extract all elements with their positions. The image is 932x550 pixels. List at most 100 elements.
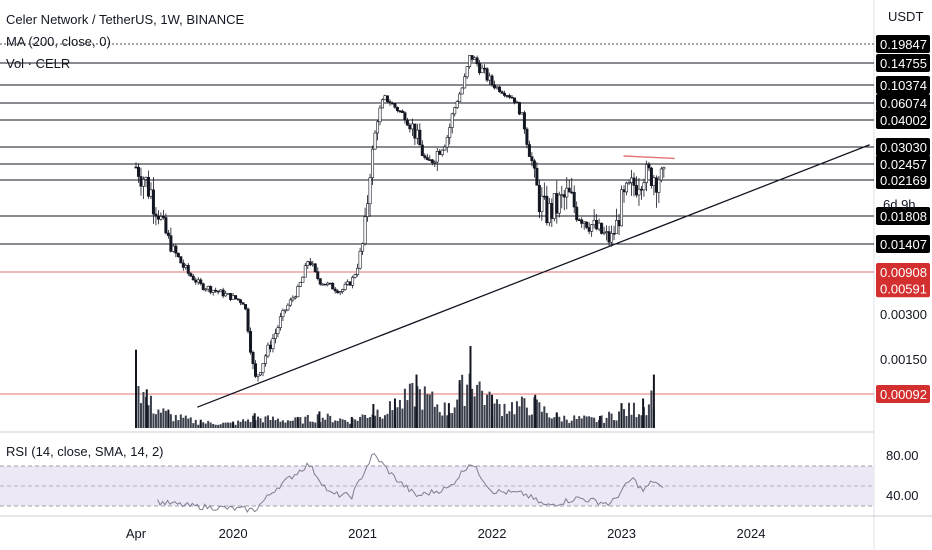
price-label-text: 0.19847: [880, 37, 927, 52]
volume-bar: [194, 419, 197, 428]
volume-bar: [588, 416, 591, 428]
price-label-text: 0.00591: [880, 281, 927, 296]
volume-bar: [379, 416, 382, 428]
candle-body: [582, 221, 586, 224]
candle-body: [537, 184, 541, 213]
volume-bar: [222, 422, 225, 428]
volume-bar: [510, 402, 513, 428]
volume-bar: [505, 413, 508, 428]
volume-bar: [398, 399, 401, 428]
candle-body: [348, 281, 352, 286]
volume-bar: [266, 415, 269, 428]
volume-bar: [306, 414, 309, 428]
price-label-tag: 0.10374: [876, 76, 930, 94]
candle-body: [600, 222, 604, 234]
candle-body: [263, 355, 267, 364]
candle-body: [435, 151, 439, 163]
candle-body: [597, 222, 601, 230]
volume-bar: [496, 399, 499, 428]
candle-body: [231, 295, 235, 300]
volume-bar: [403, 388, 406, 428]
volume-bar: [625, 416, 628, 428]
candle-body: [575, 206, 579, 221]
resistance-segment[interactable]: [623, 155, 675, 160]
time-axis-label: Apr: [126, 526, 147, 541]
ascending-trendline[interactable]: [197, 144, 870, 408]
candle-body: [371, 148, 375, 179]
volume-bar: [603, 422, 606, 428]
volume-bar: [217, 424, 220, 428]
candle-body: [216, 290, 220, 293]
volume-bar: [623, 409, 626, 428]
volume-bar: [421, 409, 424, 428]
ma-legend[interactable]: MA (200, close, 0): [6, 34, 111, 49]
candle-body: [229, 293, 233, 300]
candle-body: [445, 137, 449, 148]
candle-body: [244, 304, 248, 310]
candle-body: [592, 220, 596, 226]
candle-body: [500, 91, 504, 94]
volume-bar: [436, 404, 439, 428]
symbol-legend[interactable]: Celer Network / TetherUS, 1W, BINANCE: [6, 12, 245, 27]
price-label-tag: 0.00092: [876, 385, 930, 403]
volume-spike: [620, 403, 623, 428]
price-label-bg: [876, 111, 930, 129]
volume-bar: [286, 420, 289, 428]
price-label-text: 0.04002: [880, 113, 927, 128]
volume-bar: [418, 389, 421, 428]
volume-bar: [540, 411, 543, 428]
candle-body: [316, 271, 320, 279]
rsi-line-group: [157, 452, 664, 514]
rsi-legend[interactable]: RSI (14, close, SMA, 14, 2): [6, 444, 164, 459]
candle-body: [413, 123, 417, 139]
volume-spike: [253, 413, 256, 428]
time-axis-label: 2021: [348, 526, 377, 541]
rsi-tick-label: 40.00: [886, 488, 919, 503]
volume-spike: [393, 398, 396, 428]
candle-body: [485, 68, 489, 81]
volume-bar: [376, 409, 379, 428]
volume-bar: [336, 420, 339, 428]
candle-body: [468, 55, 472, 67]
candle-body: [174, 245, 178, 254]
candle-body: [420, 144, 424, 156]
price-label-text: 0.00908: [880, 265, 927, 280]
volume-legend[interactable]: Vol · CELR: [6, 56, 71, 71]
volume-bar: [346, 421, 349, 428]
volume-bar: [401, 408, 404, 428]
candle-body: [186, 265, 190, 274]
candle-body: [629, 177, 633, 184]
volume-bar: [261, 422, 264, 428]
candle-body: [288, 299, 292, 306]
volume-bar: [501, 416, 504, 428]
candle-body: [443, 146, 447, 151]
candle-body: [164, 217, 168, 234]
volume-spike: [642, 398, 645, 428]
candle-body: [356, 267, 360, 275]
candle-body: [458, 93, 462, 102]
volume-bar: [314, 422, 317, 428]
volume-bar: [610, 413, 613, 428]
candle-body: [156, 216, 160, 220]
volume-bar: [637, 414, 640, 428]
volume-bar: [608, 411, 611, 428]
candle-body: [627, 182, 631, 185]
volume-bar: [453, 407, 456, 428]
volume-bar: [493, 403, 496, 428]
candle-body: [351, 277, 355, 286]
volume-bar: [583, 415, 586, 428]
candle-body: [532, 160, 536, 169]
price-label-text: 0.10374: [880, 78, 927, 93]
volume-bar: [149, 395, 152, 428]
candle-body: [507, 95, 511, 98]
volume-bar: [478, 381, 481, 428]
candle-body: [318, 278, 322, 285]
candle-body: [134, 166, 138, 169]
price-label-bg: [876, 138, 930, 156]
candle-body: [251, 351, 255, 365]
candle-body: [161, 216, 165, 218]
candle-body: [221, 289, 225, 297]
volume-bar: [538, 402, 541, 428]
candle-body: [154, 213, 158, 217]
